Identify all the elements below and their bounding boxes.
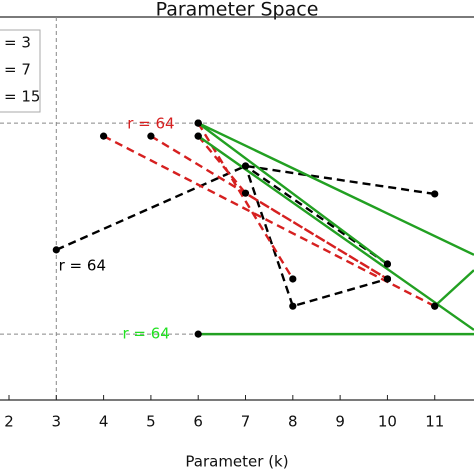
point	[99, 132, 108, 140]
series-line	[55, 162, 435, 308]
legend-label: = 3	[4, 34, 31, 52]
point	[289, 275, 297, 283]
point	[241, 189, 250, 197]
point	[383, 260, 392, 268]
point	[194, 132, 202, 140]
point	[383, 275, 392, 283]
point	[289, 302, 297, 310]
point	[241, 162, 250, 170]
annotation: r = 64	[127, 115, 174, 133]
series-line	[103, 122, 436, 308]
point	[52, 246, 60, 254]
point	[431, 190, 439, 198]
x-tick-label: 4	[99, 413, 109, 431]
x-tick-label: 5	[146, 413, 156, 431]
x-tick-label: 10	[378, 413, 397, 431]
series-line	[197, 122, 474, 336]
point	[147, 132, 155, 140]
x-tick-label: 9	[335, 413, 345, 431]
x-tick-label: 3	[52, 413, 62, 431]
x-tick-label: 11	[425, 413, 444, 431]
annotation: r = 64	[59, 256, 106, 274]
point	[194, 330, 202, 338]
point	[194, 119, 202, 127]
annotation: r = 64	[122, 325, 169, 343]
x-axis-label: Parameter (k)	[185, 453, 288, 471]
point	[431, 302, 439, 310]
chart-title: Parameter Space	[156, 0, 319, 21]
legend-label: = 7	[4, 61, 31, 79]
x-tick-label: 8	[288, 413, 298, 431]
plot-frame	[0, 16, 474, 401]
legend-box	[0, 29, 41, 113]
x-tick-label: 6	[193, 413, 203, 431]
legend-label: = 15	[4, 88, 40, 106]
x-tick-label: 2	[4, 413, 14, 431]
x-tick-label: 7	[241, 413, 251, 431]
